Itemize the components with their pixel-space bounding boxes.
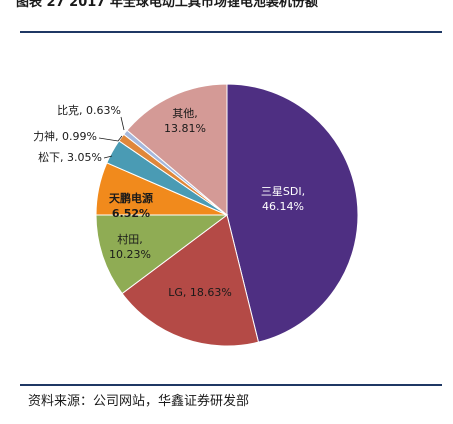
figure-title: 图表 27 2017 年全球电动工具市场锂电池装机份额 bbox=[16, 0, 318, 10]
slice-0 bbox=[226, 83, 359, 343]
slice-label-6: 比克, 0.63% bbox=[57, 104, 121, 117]
leader-line-4 bbox=[103, 155, 113, 159]
slice-label-4: 松下, 3.05% bbox=[38, 150, 102, 164]
leader-line-5 bbox=[98, 135, 123, 142]
pie-slices bbox=[95, 83, 359, 347]
slice-labels: 三星SDI, 46.14% LG, 18.63% 村田, 10.23% 天鹏电源 6.52%… bbox=[33, 104, 305, 299]
slice-2 bbox=[95, 214, 229, 295]
slice-7 bbox=[126, 83, 228, 217]
slice-label-5: 力神, 0.99% bbox=[33, 129, 97, 143]
slice-label-2: 村田, 10.23% bbox=[109, 232, 151, 261]
top-rule bbox=[20, 31, 442, 33]
slice-label-1: LG, 18.63% bbox=[168, 286, 232, 299]
leader-line-6 bbox=[120, 116, 125, 131]
slice-1 bbox=[121, 214, 260, 347]
slice-label-3: 天鹏电源 6.52% bbox=[109, 191, 153, 220]
leader-lines bbox=[98, 116, 125, 159]
bottom-rule bbox=[20, 384, 442, 386]
slice-label-7: 其他, 13.81% bbox=[164, 107, 206, 135]
slice-label-0: 三星SDI, 46.14% bbox=[261, 185, 305, 213]
source-note: 资料来源：公司网站，华鑫证券研发部 bbox=[28, 394, 250, 409]
